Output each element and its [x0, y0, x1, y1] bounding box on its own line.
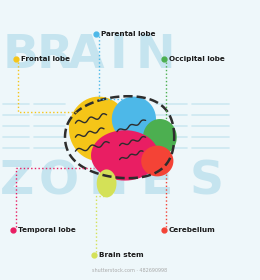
Text: Parental lobe: Parental lobe: [101, 31, 156, 37]
Text: N: N: [88, 160, 128, 204]
Text: Brain stem: Brain stem: [99, 252, 144, 258]
PathPatch shape: [97, 169, 116, 197]
Text: B: B: [3, 34, 39, 78]
Text: Frontal lobe: Frontal lobe: [21, 56, 70, 62]
PathPatch shape: [143, 119, 177, 155]
Text: N: N: [135, 34, 175, 78]
Text: Cerebellum: Cerebellum: [169, 227, 216, 233]
Text: shutterstock.com · 482690998: shutterstock.com · 482690998: [93, 268, 167, 273]
Text: O: O: [39, 160, 79, 204]
PathPatch shape: [112, 97, 156, 141]
Text: Occipital lobe: Occipital lobe: [169, 56, 225, 62]
Text: E: E: [140, 160, 173, 204]
Text: S: S: [190, 160, 224, 204]
Text: Z: Z: [0, 160, 34, 204]
PathPatch shape: [141, 146, 173, 176]
PathPatch shape: [91, 130, 159, 181]
Text: I: I: [109, 34, 127, 78]
Text: R: R: [36, 34, 73, 78]
Text: Temporal lobe: Temporal lobe: [18, 227, 76, 233]
PathPatch shape: [69, 97, 129, 161]
Text: A: A: [68, 34, 104, 78]
